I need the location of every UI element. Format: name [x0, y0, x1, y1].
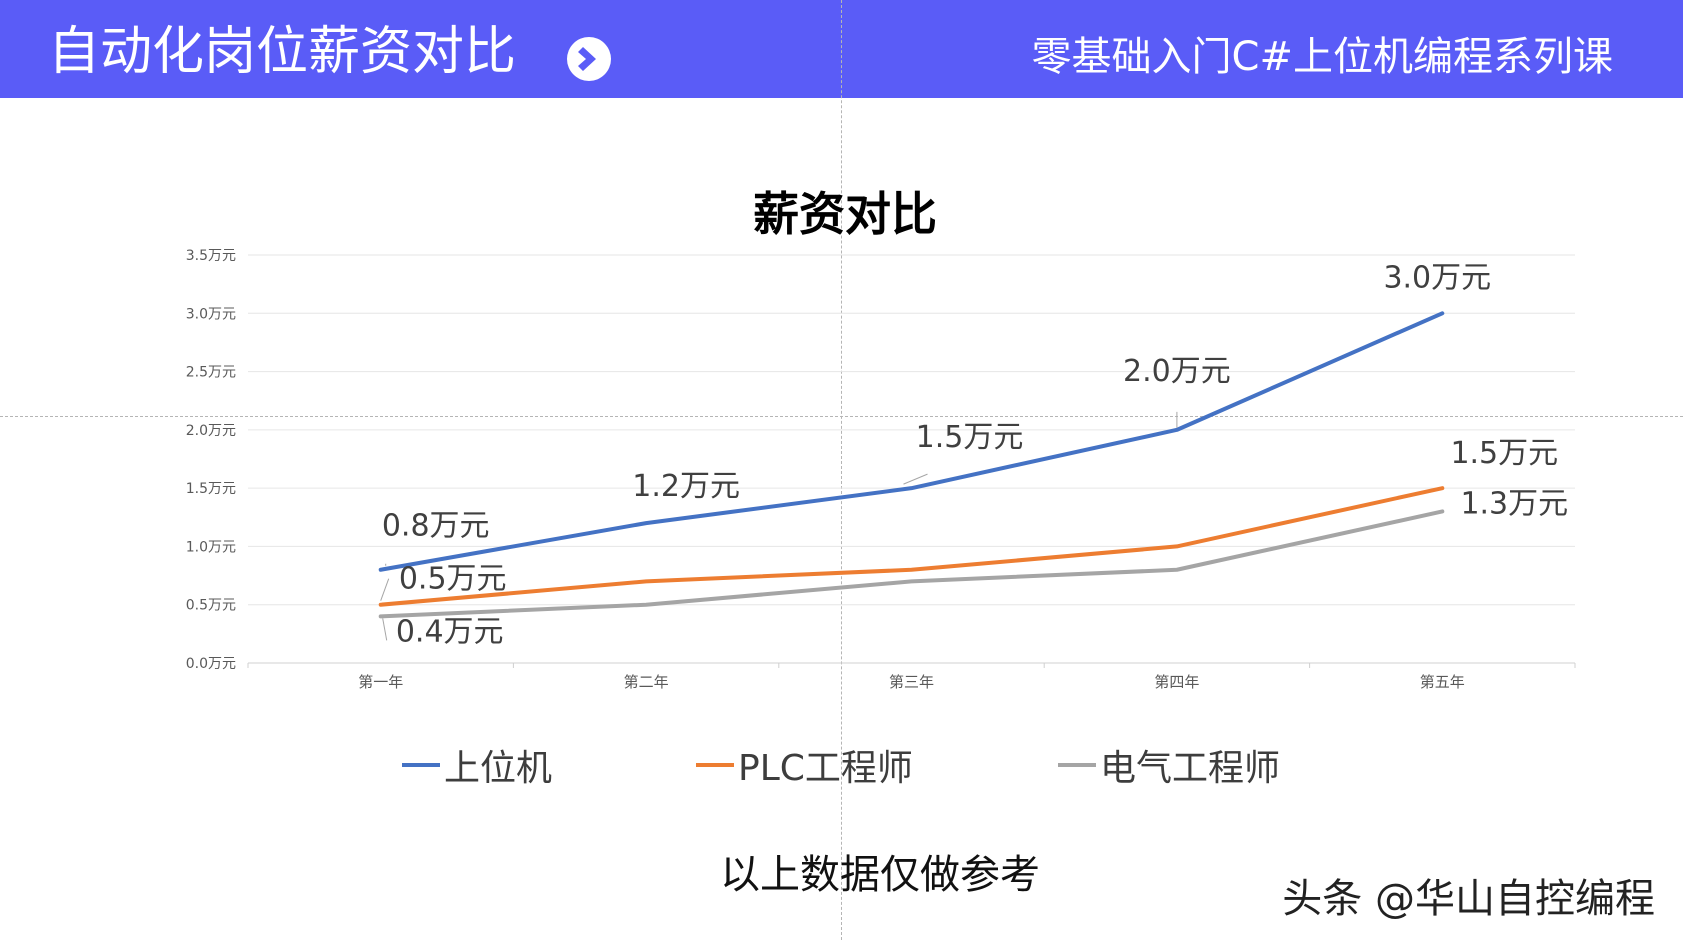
chart-legend: 上位机 PLC工程师 电气工程师	[0, 740, 1683, 790]
y-tick-label: 2.0万元	[186, 423, 236, 439]
legend-item-electrical: 电气工程师	[1058, 740, 1280, 790]
data-label-leader	[903, 473, 928, 485]
legend-swatch	[696, 763, 734, 767]
data-label: 1.3万元	[1460, 486, 1568, 521]
chart-title: 薪资对比	[753, 187, 937, 241]
x-tick-label: 第一年	[358, 673, 403, 691]
legend-item-shangweiji: 上位机	[402, 740, 552, 790]
chevron-right-circle-icon	[567, 37, 611, 81]
legend-label: PLC工程师	[738, 748, 913, 789]
vertical-guide-line	[841, 0, 842, 940]
legend-swatch	[1058, 763, 1096, 767]
legend-label: 电气工程师	[1100, 748, 1281, 789]
data-label: 1.2万元	[632, 469, 740, 504]
x-tick-label: 第二年	[624, 673, 669, 691]
y-tick-label: 2.5万元	[186, 365, 236, 381]
series-line	[378, 486, 1445, 607]
legend-swatch	[402, 763, 440, 767]
series-line	[378, 509, 1445, 619]
data-label-leader	[382, 618, 388, 641]
series-line	[378, 311, 1445, 572]
legend-label: 上位机	[444, 748, 553, 789]
data-label: 1.5万元	[916, 420, 1024, 455]
y-tick-label: 1.5万元	[186, 481, 236, 497]
source-watermark: 头条 @华山自控编程	[1282, 876, 1655, 922]
data-label: 1.5万元	[1450, 436, 1558, 471]
data-label: 0.5万元	[399, 562, 507, 597]
data-label: 0.8万元	[382, 509, 490, 544]
y-tick-label: 3.5万元	[186, 248, 236, 264]
y-tick-label: 0.0万元	[186, 656, 236, 672]
page-title: 自动化岗位薪资对比	[48, 22, 517, 82]
y-tick-label: 1.0万元	[186, 539, 236, 555]
data-label: 3.0万元	[1383, 260, 1491, 295]
data-label: 0.4万元	[396, 614, 504, 649]
x-tick-label: 第四年	[1154, 673, 1199, 691]
y-tick-label: 3.0万元	[186, 306, 236, 322]
horizontal-guide-line	[0, 416, 1683, 417]
data-label-leader	[380, 578, 390, 601]
y-tick-label: 0.5万元	[186, 598, 236, 614]
x-tick-label: 第三年	[889, 673, 934, 691]
data-label: 2.0万元	[1123, 354, 1231, 389]
x-tick-label: 第五年	[1420, 673, 1465, 691]
course-subtitle: 零基础入门C#上位机编程系列课	[1031, 34, 1613, 80]
legend-item-plc: PLC工程师	[696, 740, 913, 790]
data-disclaimer: 以上数据仅做参考	[720, 852, 1040, 898]
